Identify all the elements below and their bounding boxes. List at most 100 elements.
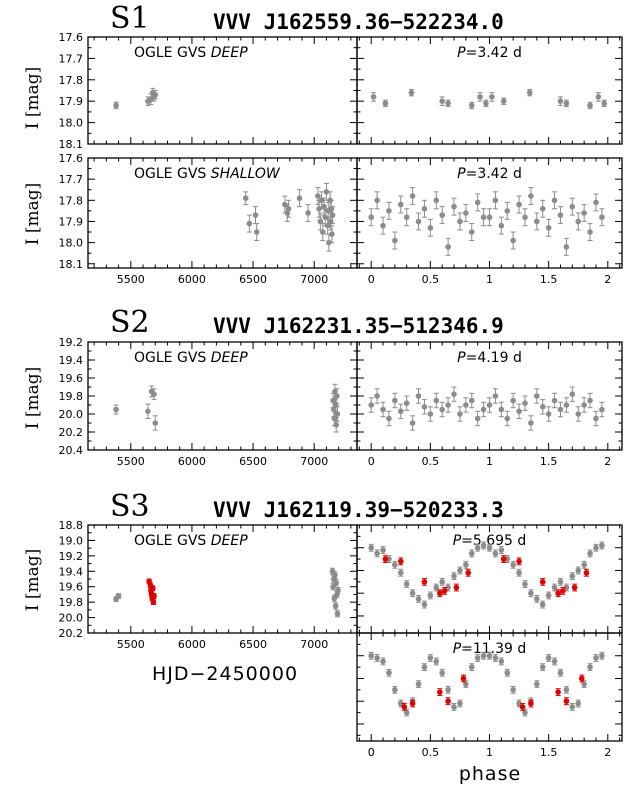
data-point (445, 687, 451, 693)
data-point (451, 391, 457, 398)
data-point (374, 197, 380, 204)
data-point (526, 89, 533, 96)
data-point (380, 547, 386, 553)
y-tick-label: 17.7 (59, 52, 84, 65)
x-tick-label: 1.5 (540, 273, 558, 286)
data-point (599, 652, 605, 659)
data-point (528, 420, 534, 426)
data-point (510, 397, 516, 404)
x-tick-label: 1 (486, 455, 493, 468)
data-point (522, 581, 528, 587)
data-point (380, 658, 386, 665)
y-axis-label-s3: I [mag] (23, 549, 43, 612)
data-point (253, 229, 260, 235)
y-tick-label: 19.0 (59, 534, 84, 547)
x-tick-label: 0 (368, 273, 375, 286)
data-point (504, 208, 511, 214)
data-point (601, 100, 608, 107)
data-point (382, 556, 389, 562)
data-point (587, 102, 593, 109)
data-point (545, 225, 552, 231)
data-point (318, 197, 325, 204)
data-point (599, 214, 605, 221)
data-layer (113, 87, 159, 110)
data-point (575, 218, 582, 225)
data-layer (113, 567, 341, 618)
data-point (581, 681, 587, 687)
data-point (534, 681, 540, 687)
data-point (575, 700, 582, 707)
x-tick-label: 6000 (178, 455, 206, 468)
data-point (480, 406, 487, 413)
data-point (489, 94, 495, 100)
data-point (409, 700, 416, 707)
x-tick-label: 0.5 (422, 455, 440, 468)
data-point (324, 222, 331, 229)
data-point (392, 561, 398, 568)
data-point (380, 406, 386, 413)
data-point (465, 569, 472, 576)
data-point (317, 218, 324, 225)
data-point (516, 201, 522, 208)
data-point (427, 225, 434, 231)
data-point (145, 408, 151, 415)
data-point (474, 415, 481, 422)
data-point (480, 214, 487, 221)
x-tick-label: 2 (604, 455, 611, 468)
data-point (560, 588, 566, 594)
data-point (433, 397, 440, 404)
data-point (296, 195, 303, 201)
data-point (528, 700, 534, 707)
data-point (575, 567, 582, 574)
data-point (516, 408, 522, 415)
data-point (374, 550, 380, 557)
data-point (545, 655, 552, 661)
data-layer (370, 88, 608, 110)
y-tick-label: 17.6 (59, 152, 84, 165)
y-tick-label: 19.4 (59, 354, 84, 367)
panel-s2-deep-time: 5500 6000 6500 7000 19.2 19.4 19.6 19.8 20.0 20.2… (59, 336, 358, 468)
data-point (539, 579, 546, 585)
data-point (451, 203, 457, 210)
data-point (587, 550, 593, 557)
data-point (392, 397, 398, 404)
y-tick-label: 19.6 (59, 372, 84, 385)
data-point (330, 583, 336, 590)
data-point (468, 229, 475, 235)
panel-s1-shallow-phase: 0 0.5 1 1.5 2 P=3.42 d (356, 157, 623, 286)
data-point (498, 222, 505, 229)
data-point (445, 100, 451, 107)
data-point (246, 220, 253, 227)
data-point (534, 596, 540, 602)
panel-annotation: OGLE GVS DEEP (134, 533, 248, 549)
x-axis-label-phase: phase (459, 763, 521, 785)
y-tick-label: 19.8 (59, 390, 84, 403)
data-point (534, 393, 540, 399)
data-point (563, 100, 570, 107)
data-point (486, 544, 493, 551)
y-tick-label: 20.4 (59, 444, 84, 457)
data-point (599, 406, 605, 413)
data-point (433, 658, 440, 665)
data-point (427, 411, 434, 417)
data-point (392, 237, 398, 244)
star-id-s1: VVV J162559.36−522234.0 (213, 10, 504, 34)
data-point (427, 592, 434, 599)
data-point (539, 601, 546, 608)
data-point (403, 400, 410, 407)
x-tick-label: 6000 (178, 273, 206, 286)
data-point (115, 593, 122, 599)
data-point (500, 98, 507, 104)
y-tick-label: 17.7 (59, 173, 84, 186)
data-point (593, 415, 599, 422)
data-point (113, 102, 119, 109)
data-point (460, 675, 467, 682)
data-point (463, 402, 469, 408)
x-tick-label: 1.5 (540, 746, 558, 759)
panel-s3-p1-phase: P=5.695 d (356, 524, 623, 634)
data-point (370, 94, 377, 100)
data-point (528, 193, 534, 199)
data-point (557, 669, 564, 676)
data-point (480, 652, 487, 659)
